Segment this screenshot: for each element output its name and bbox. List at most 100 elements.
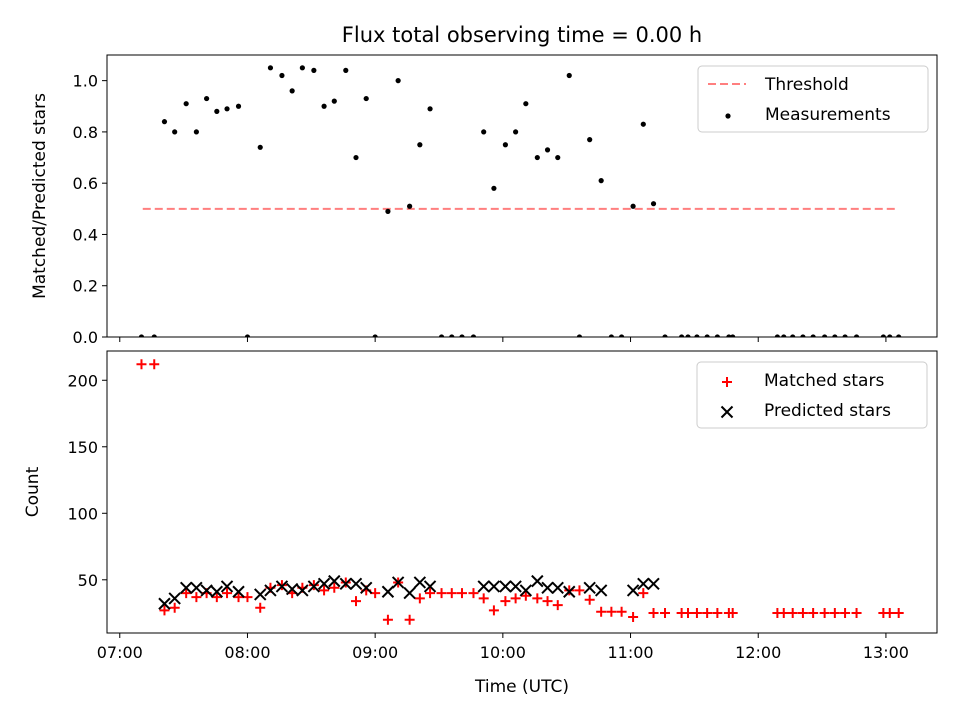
plot-frame — [106, 350, 938, 634]
measurements-point — [343, 67, 349, 73]
measurements-point — [619, 334, 625, 337]
measurements-point — [842, 334, 848, 337]
predicted-stars-point — [381, 585, 395, 598]
matched-stars-point — [436, 588, 447, 599]
measurements-point — [679, 334, 685, 337]
matched-stars-point — [606, 606, 617, 617]
measurements-point — [608, 334, 614, 337]
predicted-stars-point — [637, 577, 650, 590]
measurements-point — [544, 147, 551, 153]
measurements-point — [427, 106, 433, 112]
matched-stars-point — [329, 582, 340, 593]
plot-data — [138, 65, 902, 337]
measurements-point — [502, 142, 508, 148]
y-tick-label: 0.8 — [73, 123, 98, 142]
y-tick-label: 150 — [67, 438, 98, 457]
x-axis-label: Time (UTC) — [474, 677, 569, 697]
matched-stars-point — [181, 588, 192, 599]
predicted-stars-point — [647, 577, 660, 590]
measurements-point — [576, 334, 583, 337]
matched-stars-point — [819, 608, 830, 619]
y-axis-label: Count — [23, 466, 43, 517]
matched-stars-point — [628, 612, 639, 623]
legend-label-matched-stars: Matched stars — [764, 371, 884, 391]
measurements-point — [774, 334, 780, 337]
measurements-point — [534, 154, 540, 161]
y-tick-label: 0.0 — [73, 328, 98, 347]
matched-stars-point — [702, 608, 713, 619]
predicted-stars-point — [254, 588, 267, 601]
measurements-point — [438, 334, 445, 337]
matched-stars-point — [159, 605, 170, 616]
y-tick-label: 50 — [78, 571, 98, 590]
matched-stars-point — [169, 602, 180, 613]
matched-stars-point — [510, 593, 521, 604]
measurements-point — [138, 334, 145, 337]
matched-stars-point — [319, 585, 330, 596]
legend-box — [697, 65, 929, 133]
matched-stars-point — [787, 608, 798, 619]
measurements-point — [204, 95, 210, 102]
matched-stars-point — [596, 606, 607, 617]
measurements-point — [513, 129, 519, 135]
legend-label-predicted-stars: Predicted stars — [764, 401, 891, 421]
measurements-point — [810, 334, 816, 337]
measurements-point — [630, 203, 636, 209]
predicted-stars-point — [499, 580, 512, 593]
legend: Matched stars Predicted stars — [696, 361, 928, 429]
predicted-stars-point — [477, 580, 490, 593]
predicted-stars-point — [317, 577, 331, 590]
measurements-point — [640, 121, 646, 127]
measurements-point — [321, 103, 327, 109]
legend-box — [696, 361, 928, 429]
measurements-point — [331, 98, 337, 104]
measurements-point — [214, 108, 220, 114]
matched-stars-point — [584, 594, 595, 605]
measurements-point — [714, 334, 720, 337]
y-tick-label: 1.0 — [73, 72, 98, 91]
measurements-point — [896, 334, 902, 337]
predicted-stars-point — [391, 576, 405, 589]
matched-stars-point — [351, 596, 361, 607]
y-tick-label: 100 — [67, 504, 98, 523]
predicted-stars-point — [232, 585, 245, 598]
measurements-point — [781, 334, 787, 337]
measurements-point — [417, 142, 423, 148]
measurements-point — [224, 106, 230, 112]
matched-stars-point — [648, 608, 659, 619]
measurements-point — [183, 101, 189, 107]
measurements-point — [407, 203, 413, 209]
predicted-stars-point — [541, 581, 554, 594]
measurements-point — [244, 334, 251, 337]
predicted-stars-point — [168, 592, 181, 605]
predicted-stars-point — [179, 581, 193, 594]
measurements-point — [481, 129, 487, 135]
legend-key-predicted-stars — [720, 405, 734, 419]
measurements-point — [235, 103, 242, 109]
measurements-point — [311, 67, 317, 73]
predicted-stars-point — [328, 574, 341, 588]
predicted-stars-point — [200, 584, 213, 597]
x-tick-label: 11:00 — [607, 643, 653, 662]
measurements-point — [353, 154, 359, 161]
measurements-point — [598, 178, 604, 184]
measurements-point — [193, 129, 199, 135]
predicted-stars-point — [487, 580, 501, 593]
predicted-stars-point — [626, 584, 640, 597]
predicted-stars-point — [594, 584, 608, 597]
measurements-point — [299, 65, 305, 71]
matched-stars-point — [222, 588, 233, 599]
matched-stars-point — [712, 608, 723, 619]
measurements-point — [662, 334, 668, 337]
matched-stars-point — [542, 596, 553, 607]
measurements-point — [880, 334, 886, 337]
y-tick-label: 0.6 — [73, 174, 98, 193]
y-axis-label: Matched/Predicted stars — [30, 93, 50, 299]
matched-stars-point — [191, 592, 202, 603]
predicted-stars-point — [210, 585, 224, 598]
measurements-point — [726, 334, 732, 337]
measurements-point — [694, 334, 700, 337]
matched-stars-point — [683, 608, 693, 619]
matched-stars-point — [233, 592, 244, 603]
